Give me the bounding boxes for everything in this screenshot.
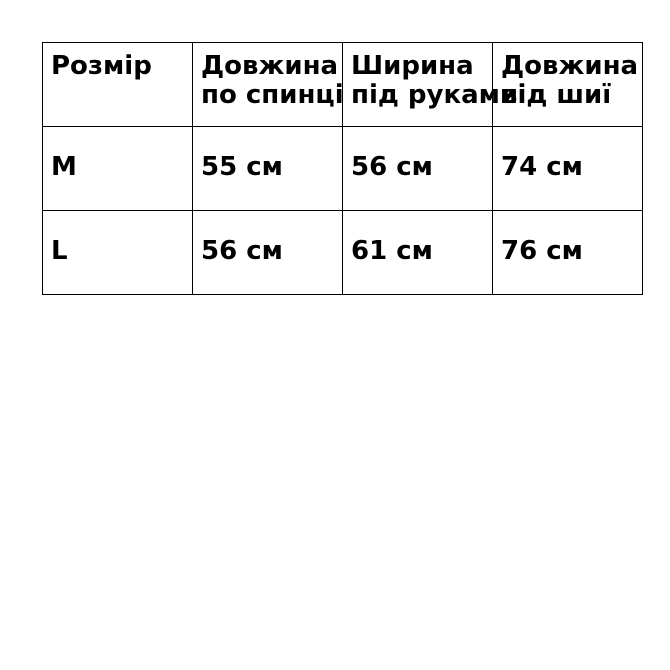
cell-text: 74 см xyxy=(501,152,583,182)
header-text: під руками xyxy=(351,80,519,110)
table-cell: 56 см xyxy=(342,126,493,211)
header-cell: Ширина під руками xyxy=(342,42,518,127)
cell-text: L xyxy=(51,236,68,266)
cell-text: 56 см xyxy=(351,152,433,182)
header-text: Довжина xyxy=(201,51,339,81)
cell-text: 76 см xyxy=(501,236,583,266)
header-text: Ширина xyxy=(351,51,474,81)
header-text: Довжина xyxy=(501,51,639,81)
cell-text: 61 см xyxy=(351,236,433,266)
header-cell: Довжина від шиї xyxy=(492,42,643,127)
table-cell: L xyxy=(42,210,193,295)
header-cell: Розмір xyxy=(42,42,193,127)
table-cell: 74 см xyxy=(492,126,643,211)
table-cell: 61 см xyxy=(342,210,493,295)
table-cell: M xyxy=(42,126,193,211)
cell-text: 56 см xyxy=(201,236,283,266)
header-text: по спинці xyxy=(201,80,344,110)
table-cell: 56 см xyxy=(192,210,343,295)
table-cell: 55 см xyxy=(192,126,343,211)
header-text: від шиї xyxy=(501,80,612,110)
header-cell: Довжина по спинці xyxy=(192,42,344,127)
cell-text: M xyxy=(51,152,77,182)
size-table: Розмір Довжина по спинці Ширина під руками До… xyxy=(42,42,643,295)
table-cell: 76 см xyxy=(492,210,643,295)
header-text: Розмір xyxy=(51,51,152,81)
cell-text: 55 см xyxy=(201,152,283,182)
